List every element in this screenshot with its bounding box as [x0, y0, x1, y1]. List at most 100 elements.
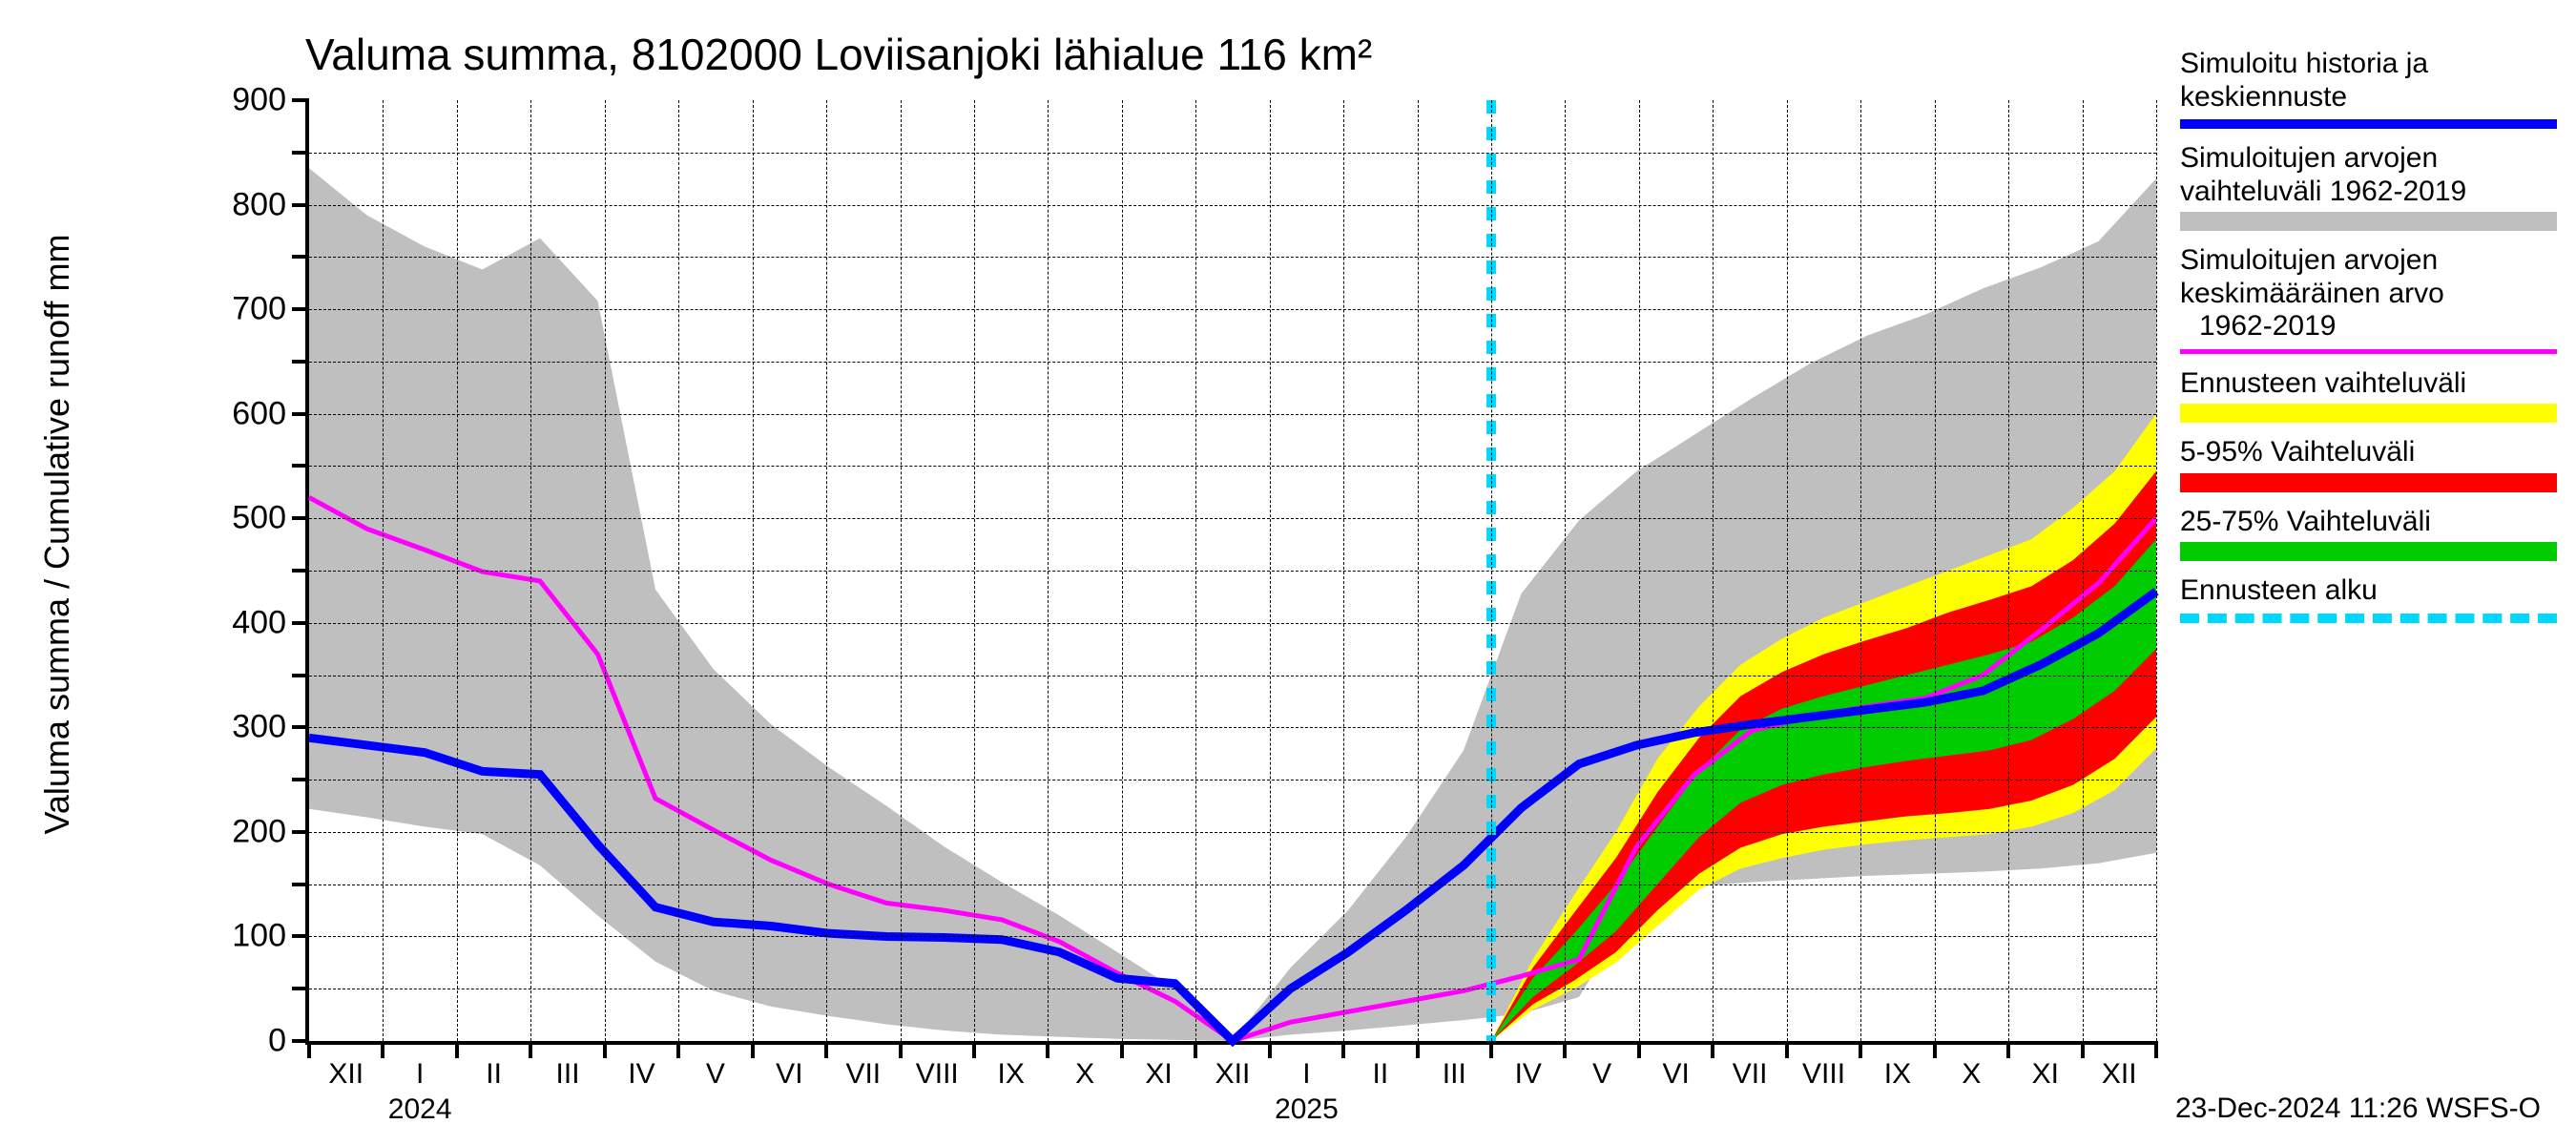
legend-label: 1962-2019	[2180, 310, 2557, 344]
legend-item: Simuloitu historia jakeskiennuste	[2180, 48, 2557, 129]
year-label: 2025	[1275, 1093, 1339, 1126]
grid-line-horizontal	[309, 571, 2156, 572]
legend-label: vaihteluväli 1962-2019	[2180, 176, 2557, 209]
x-tick-mark	[1637, 1041, 1641, 1058]
y-tick-mark	[292, 203, 309, 207]
y-tick-mark	[292, 151, 309, 155]
x-tick-label: XI	[2032, 1058, 2059, 1091]
legend-swatch	[2180, 119, 2557, 129]
x-tick-mark	[1341, 1041, 1345, 1058]
legend-label: keskimääräinen arvo	[2180, 278, 2557, 311]
y-tick-mark	[292, 883, 309, 886]
x-tick-mark	[603, 1041, 607, 1058]
x-tick-mark	[899, 1041, 903, 1058]
y-tick-label: 400	[191, 604, 286, 641]
legend-item: Simuloitujen arvojenvaihteluväli 1962-20…	[2180, 142, 2557, 231]
x-tick-label: V	[1592, 1058, 1611, 1091]
y-tick-label: 800	[191, 186, 286, 223]
x-tick-mark	[1785, 1041, 1789, 1058]
x-tick-mark	[1268, 1041, 1272, 1058]
timestamp-footer: 23-Dec-2024 11:26 WSFS-O	[2175, 1093, 2541, 1125]
y-tick-mark	[292, 830, 309, 834]
legend-swatch	[2180, 473, 2557, 492]
x-tick-mark	[529, 1041, 532, 1058]
legend-label: Simuloitujen arvojen	[2180, 244, 2557, 278]
x-tick-label: X	[1075, 1058, 1094, 1091]
legend-label: 25-75% Vaihteluväli	[2180, 506, 2557, 539]
x-tick-mark	[1416, 1041, 1420, 1058]
y-tick-mark	[292, 569, 309, 572]
y-tick-mark	[292, 516, 309, 520]
legend-item: Ennusteen alku	[2180, 574, 2557, 623]
y-tick-mark	[292, 412, 309, 416]
legend-swatch	[2180, 349, 2557, 354]
y-tick-label: 300	[191, 709, 286, 746]
legend-item: 25-75% Vaihteluväli	[2180, 506, 2557, 562]
x-tick-label: II	[486, 1058, 502, 1091]
x-tick-label: IX	[997, 1058, 1024, 1091]
grid-line-vertical	[2156, 100, 2157, 1041]
x-tick-mark	[1046, 1041, 1049, 1058]
grid-line-horizontal	[309, 518, 2156, 519]
x-tick-mark	[2081, 1041, 2085, 1058]
y-axis-label: Valuma summa / Cumulative runoff mm	[37, 235, 77, 835]
legend-label: 5-95% Vaihteluväli	[2180, 436, 2557, 469]
x-tick-label: I	[416, 1058, 424, 1091]
x-tick-label: VII	[1733, 1058, 1768, 1091]
x-tick-mark	[1120, 1041, 1124, 1058]
y-tick-mark	[292, 98, 309, 102]
y-tick-mark	[292, 1039, 309, 1043]
legend-label: Ennusteen vaihteluväli	[2180, 367, 2557, 401]
x-tick-label: VIII	[1802, 1058, 1845, 1091]
legend-item: Simuloitujen arvojenkeskimääräinen arvo …	[2180, 244, 2557, 354]
y-tick-label: 700	[191, 291, 286, 328]
y-tick-label: 600	[191, 395, 286, 432]
x-tick-mark	[1933, 1041, 1937, 1058]
x-tick-mark	[2154, 1041, 2158, 1058]
x-tick-label: X	[1962, 1058, 1981, 1091]
grid-line-horizontal	[309, 466, 2156, 467]
y-tick-mark	[292, 464, 309, 468]
x-tick-mark	[1711, 1041, 1714, 1058]
y-tick-label: 0	[191, 1023, 286, 1060]
x-tick-mark	[307, 1041, 311, 1058]
legend-label: Simuloitu historia ja	[2180, 48, 2557, 81]
x-tick-mark	[676, 1041, 680, 1058]
legend-swatch	[2180, 542, 2557, 561]
y-tick-mark	[292, 725, 309, 729]
legend: Simuloitu historia jakeskiennusteSimuloi…	[2180, 48, 2557, 636]
x-tick-mark	[1563, 1041, 1567, 1058]
x-tick-label: I	[1302, 1058, 1310, 1091]
grid-line-horizontal	[309, 727, 2156, 728]
grid-line-horizontal	[309, 153, 2156, 154]
x-tick-label: VII	[845, 1058, 881, 1091]
chart-title: Valuma summa, 8102000 Loviisanjoki lähia…	[305, 29, 1372, 80]
y-tick-mark	[292, 987, 309, 990]
x-tick-label: XII	[1215, 1058, 1251, 1091]
grid-line-horizontal	[309, 257, 2156, 258]
x-tick-mark	[824, 1041, 828, 1058]
grid-line-horizontal	[309, 414, 2156, 415]
x-tick-mark	[381, 1041, 384, 1058]
x-tick-label: XII	[2102, 1058, 2137, 1091]
x-tick-mark	[455, 1041, 459, 1058]
x-tick-label: XII	[328, 1058, 364, 1091]
x-tick-label: IX	[1884, 1058, 1911, 1091]
x-tick-label: XI	[1145, 1058, 1172, 1091]
y-tick-mark	[292, 621, 309, 625]
legend-item: 5-95% Vaihteluväli	[2180, 436, 2557, 492]
grid-line-horizontal	[309, 936, 2156, 937]
y-tick-mark	[292, 934, 309, 938]
grid-line-horizontal	[309, 362, 2156, 363]
grid-line-horizontal	[309, 309, 2156, 310]
y-tick-label: 100	[191, 918, 286, 955]
legend-label: keskiennuste	[2180, 81, 2557, 114]
y-tick-label: 500	[191, 500, 286, 537]
x-tick-label: VI	[776, 1058, 802, 1091]
grid-line-horizontal	[309, 623, 2156, 624]
x-tick-label: III	[1443, 1058, 1466, 1091]
grid-line-horizontal	[309, 780, 2156, 781]
x-tick-label: VI	[1662, 1058, 1689, 1091]
x-tick-label: V	[706, 1058, 725, 1091]
y-tick-mark	[292, 255, 309, 259]
